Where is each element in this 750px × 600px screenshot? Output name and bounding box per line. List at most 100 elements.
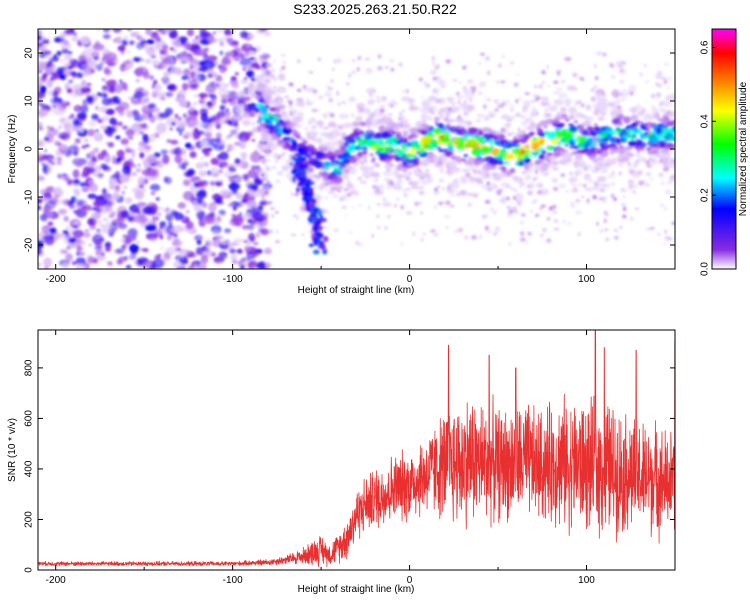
heat-cell <box>365 108 370 112</box>
heat-cell <box>434 205 437 210</box>
heat-cell <box>87 217 97 226</box>
heat-cell <box>496 130 501 136</box>
heat-cell <box>551 177 559 183</box>
heat-cell <box>111 120 118 126</box>
heat-cell <box>671 173 675 179</box>
heat-cell <box>279 97 284 101</box>
heat-cell <box>437 159 444 166</box>
heat-cell <box>535 169 538 175</box>
heat-cell <box>133 91 145 99</box>
heat-cell <box>287 128 292 131</box>
heat-cell <box>179 132 183 136</box>
heat-cell <box>464 235 469 240</box>
heat-cell <box>49 227 57 234</box>
heat-cell <box>535 124 542 129</box>
heat-cell <box>616 113 624 121</box>
heat-cell <box>169 127 173 131</box>
heat-cell <box>620 153 623 157</box>
heat-cell <box>355 102 366 110</box>
heat-cell <box>274 240 281 244</box>
heat-cell <box>197 197 204 206</box>
heat-cell <box>368 93 374 97</box>
heat-cell <box>344 141 349 145</box>
heat-cell <box>276 109 281 114</box>
heat-cell <box>131 109 140 116</box>
heat-cell <box>145 46 156 56</box>
heat-cell <box>637 111 645 117</box>
heat-cell <box>269 117 274 120</box>
heat-cell <box>635 129 642 134</box>
heat-cell <box>59 249 69 255</box>
heat-cell <box>55 150 62 157</box>
heat-cell <box>636 149 641 153</box>
heat-cell <box>476 118 481 122</box>
heat-cell <box>641 125 648 131</box>
heat-cell <box>219 151 229 161</box>
heat-cell <box>613 229 618 232</box>
heat-cell <box>69 70 74 74</box>
heat-cell <box>208 202 217 213</box>
heat-cell <box>402 109 405 112</box>
heat-cell <box>565 102 571 107</box>
heat-cell <box>64 82 71 91</box>
heat-cell <box>294 134 300 139</box>
heat-cell <box>112 190 120 199</box>
heat-cell <box>414 171 421 177</box>
heat-cell <box>448 160 457 168</box>
heat-cell <box>271 214 275 218</box>
heat-cell <box>518 97 522 101</box>
heat-cell <box>67 51 73 55</box>
heat-cell <box>414 144 422 150</box>
heat-cell <box>397 131 402 134</box>
heat-cell <box>515 98 519 104</box>
heat-cell <box>419 148 424 152</box>
heat-cell <box>579 162 587 169</box>
heat-cell <box>609 145 618 151</box>
heat-cell <box>439 169 445 174</box>
heat-cell <box>222 252 228 256</box>
heat-cell <box>101 78 106 82</box>
heat-cell <box>486 97 492 102</box>
heat-cell <box>412 231 416 237</box>
heat-cell <box>328 190 336 195</box>
heat-cell <box>486 134 491 137</box>
y-tick-label: 400 <box>24 460 35 477</box>
heat-cell <box>446 226 449 229</box>
colorbar-tick-label: 0.6 <box>700 40 711 54</box>
heat-cell <box>105 108 115 116</box>
heat-cell <box>250 151 262 163</box>
heat-cell <box>218 209 226 216</box>
heat-cell <box>311 108 315 112</box>
heat-cell <box>240 151 248 159</box>
heat-cell <box>604 149 609 154</box>
heat-cell <box>95 198 105 206</box>
heat-cell <box>647 141 652 146</box>
heat-cell <box>226 144 234 151</box>
heat-cell <box>641 149 646 153</box>
heat-cell <box>173 232 178 238</box>
heat-cell <box>568 171 574 176</box>
heat-cell <box>459 103 469 109</box>
heat-cell <box>201 147 210 154</box>
heat-cell <box>317 196 321 200</box>
heat-cell <box>318 225 323 231</box>
heat-cell <box>161 76 170 84</box>
heat-cell <box>255 232 261 238</box>
heat-cell <box>344 148 351 153</box>
heat-cell <box>583 130 589 135</box>
heat-cell <box>402 169 408 173</box>
heat-cell <box>539 233 545 237</box>
heat-cell <box>448 106 451 112</box>
heat-cell <box>449 136 456 142</box>
heat-cell <box>204 132 213 138</box>
heat-cell <box>577 183 584 187</box>
heat-cell <box>494 108 499 112</box>
heat-cell <box>72 187 80 194</box>
heat-cell <box>358 242 364 248</box>
heat-cell <box>72 169 80 179</box>
heat-cell <box>177 262 181 266</box>
heat-cell <box>585 122 592 125</box>
heat-cell <box>464 193 470 197</box>
heat-cell <box>119 174 129 179</box>
heat-cell <box>177 89 186 99</box>
